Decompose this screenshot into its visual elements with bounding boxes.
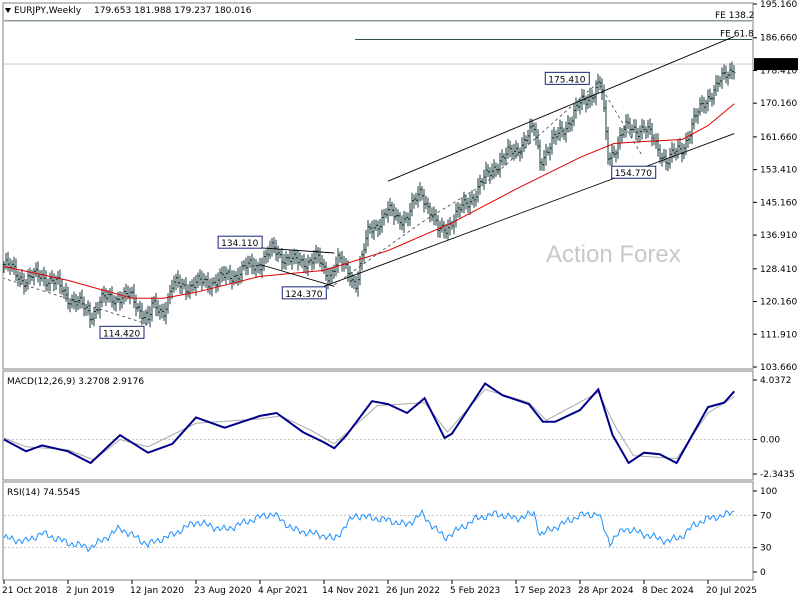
price-tick-label: 178.410	[760, 66, 797, 76]
time-tick-label: 23 Aug 2020	[194, 586, 252, 596]
price-annotation: 114.420	[99, 325, 145, 339]
time-tick-label: 12 Jan 2020	[130, 586, 184, 596]
collapse-triangle-icon[interactable]	[5, 8, 11, 13]
rsi-title: RSI(14) 74.5545	[7, 488, 80, 498]
price-tick-label: 103.660	[760, 363, 797, 373]
price-annotation: 134.110	[217, 235, 263, 249]
time-tick-label: 5 Feb 2023	[450, 586, 500, 596]
macd-tick-label: -2.3435	[760, 470, 795, 480]
time-tick-label: 21 Oct 2018	[2, 586, 58, 596]
price-tick-label: 111.910	[760, 330, 797, 340]
svg-text:175.410: 175.410	[548, 75, 585, 85]
channel-lower-line	[323, 133, 735, 287]
macd-tick-label: 0.00	[760, 435, 780, 445]
watermark-text: Action Forex	[546, 241, 681, 268]
time-tick-label: 26 Jun 2022	[386, 586, 440, 596]
rsi-tick-label: 100	[760, 487, 777, 497]
price-tick-label: 128.410	[760, 265, 797, 275]
price-tick-label: 195.160	[760, 0, 797, 10]
time-tick-label: 8 Dec 2024	[642, 586, 694, 596]
symbol-label: EURJPY,Weekly	[14, 6, 82, 16]
channel-upper-line	[387, 35, 735, 182]
ohlc-header: 179.653 181.988 179.237 180.016	[94, 6, 252, 16]
rsi-tick-label: 0	[760, 568, 766, 578]
price-tick-label: 186.660	[760, 34, 797, 44]
last-price-tag	[754, 58, 798, 71]
macd-pane	[2, 370, 754, 481]
svg-text:134.110: 134.110	[221, 239, 258, 249]
price-tick-label: 136.910	[760, 231, 797, 241]
rsi-line	[3, 508, 735, 553]
fib-level-label: FE 61.8	[720, 30, 754, 40]
svg-text:124.370: 124.370	[285, 290, 322, 300]
macd-signal-line	[3, 388, 735, 461]
macd-tick-label: 4.0372	[760, 376, 792, 386]
swing-connector-line	[3, 278, 149, 325]
svg-text:114.420: 114.420	[103, 329, 140, 339]
time-tick-label: 4 Apr 2021	[258, 586, 308, 596]
rsi-pane	[2, 481, 754, 581]
time-tick-label: 14 Nov 2021	[322, 586, 380, 596]
rsi-tick-label: 70	[760, 511, 772, 521]
svg-text:154.770: 154.770	[615, 169, 652, 179]
price-annotation: 175.410	[544, 71, 590, 85]
moving-average-line	[3, 103, 735, 299]
price-annotation: 154.770	[611, 165, 657, 179]
macd-title: MACD(12,26,9) 3.2708 2.9176	[7, 377, 144, 387]
price-tick-label: 120.160	[760, 298, 797, 308]
time-tick-label: 28 Apr 2024	[578, 586, 634, 596]
main-pane	[2, 2, 754, 370]
swing-connector-line	[334, 81, 643, 286]
price-tick-label: 170.160	[760, 99, 797, 109]
price-tick-label: 161.660	[760, 133, 797, 143]
time-tick-label: 2 Jun 2019	[66, 586, 115, 596]
price-tick-label: 145.160	[760, 198, 797, 208]
fib-level-label: FE 138.2	[715, 11, 755, 21]
time-tick-label: 17 Sep 2023	[514, 586, 571, 596]
wedge-upper-line	[259, 247, 335, 254]
price-annotation: 124.370	[281, 286, 327, 300]
price-tick-label: 153.410	[760, 166, 797, 176]
macd-line	[3, 382, 736, 465]
wedge-lower-line	[259, 264, 335, 287]
candle	[732, 65, 736, 80]
rsi-tick-label: 30	[760, 544, 772, 554]
last-price-label: 180.016	[759, 60, 796, 70]
time-tick-label: 20 Jul 2025	[706, 586, 757, 596]
